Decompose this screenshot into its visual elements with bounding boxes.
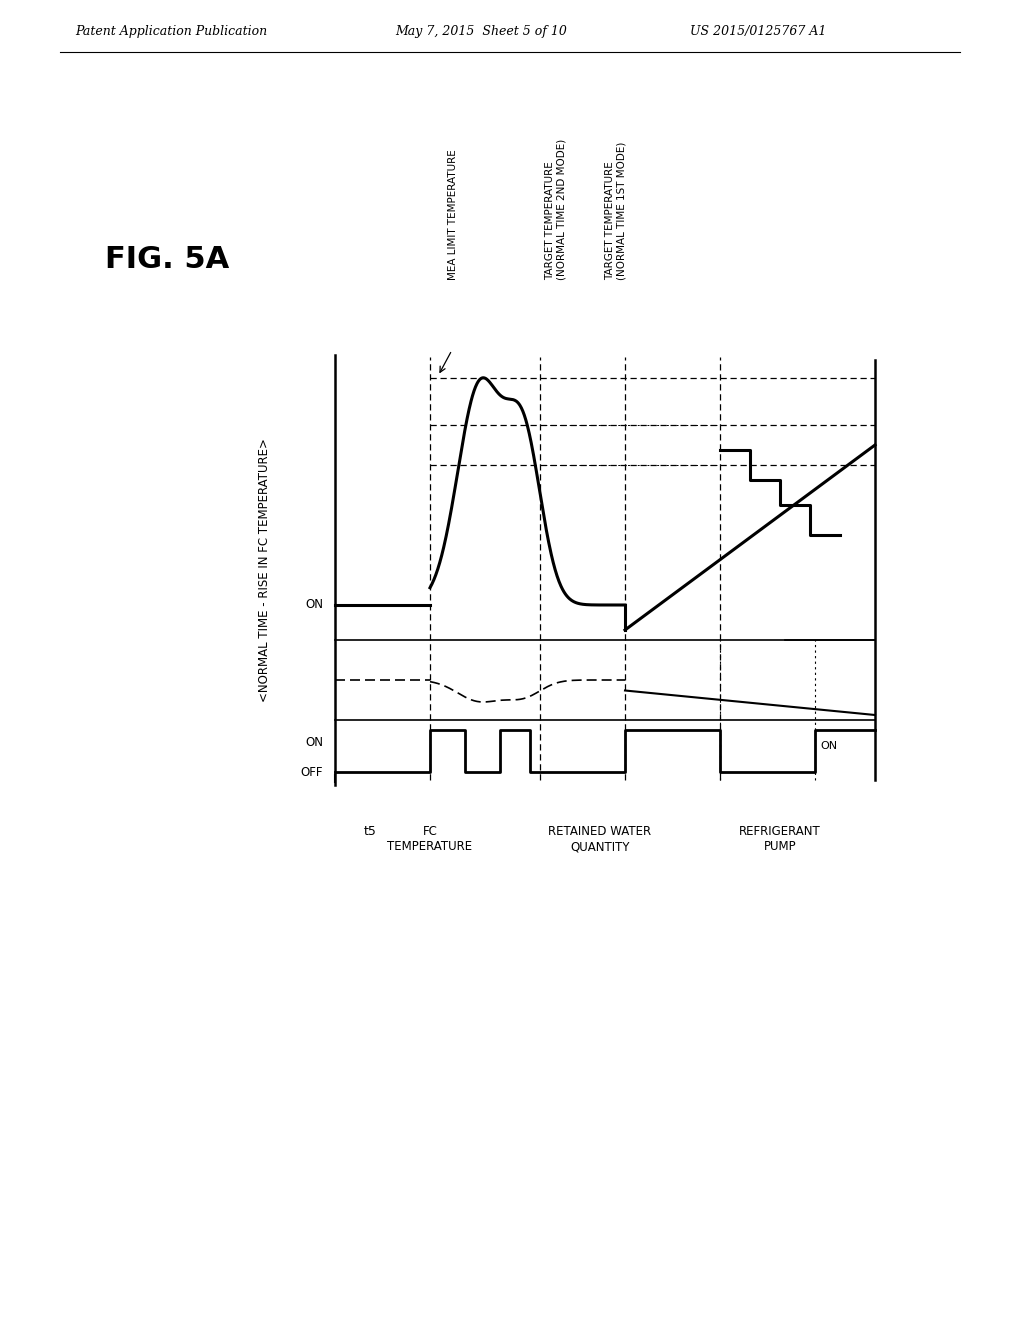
Text: ON: ON: [819, 741, 837, 751]
Text: TARGET TEMPERATURE
(NORMAL TIME 2ND MODE): TARGET TEMPERATURE (NORMAL TIME 2ND MODE…: [544, 139, 566, 280]
Text: ON: ON: [305, 598, 323, 611]
Text: RETAINED WATER
QUANTITY: RETAINED WATER QUANTITY: [548, 825, 651, 853]
Text: FC
TEMPERATURE: FC TEMPERATURE: [387, 825, 472, 853]
Text: <NORMAL TIME - RISE IN FC TEMPERATURE>: <NORMAL TIME - RISE IN FC TEMPERATURE>: [258, 438, 271, 702]
Text: t5: t5: [363, 825, 376, 838]
Text: OFF: OFF: [301, 766, 323, 779]
Text: FIG. 5A: FIG. 5A: [105, 246, 229, 275]
Text: US 2015/0125767 A1: US 2015/0125767 A1: [689, 25, 825, 38]
Text: REFRIGERANT
PUMP: REFRIGERANT PUMP: [739, 825, 820, 853]
Text: May 7, 2015  Sheet 5 of 10: May 7, 2015 Sheet 5 of 10: [394, 25, 567, 38]
Text: ON: ON: [305, 735, 323, 748]
Text: MEA LIMIT TEMPERATURE: MEA LIMIT TEMPERATURE: [447, 149, 458, 280]
Text: Patent Application Publication: Patent Application Publication: [75, 25, 267, 38]
Text: TARGET TEMPERATURE
(NORMAL TIME 1ST MODE): TARGET TEMPERATURE (NORMAL TIME 1ST MODE…: [604, 141, 626, 280]
